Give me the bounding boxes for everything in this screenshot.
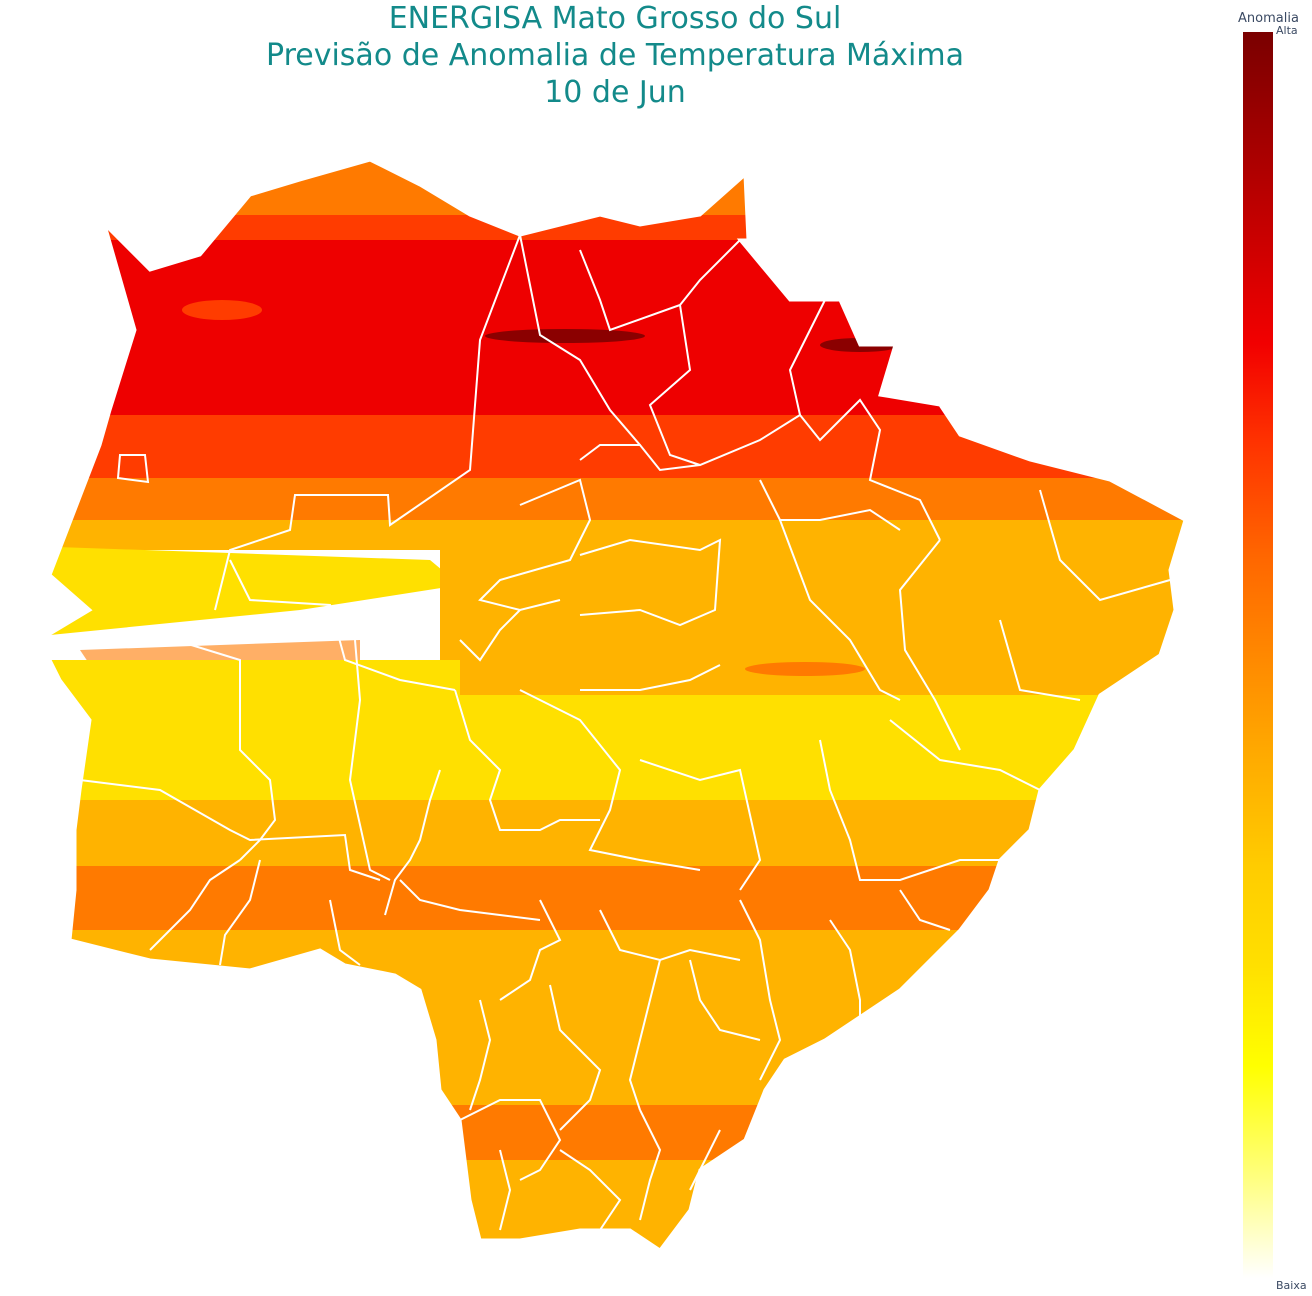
border-line: [628, 959, 661, 1111]
border-line: [639, 759, 762, 891]
border-line: [799, 398, 941, 541]
border-line: [384, 769, 441, 916]
border-line: [1039, 489, 1171, 602]
border-line: [889, 719, 1041, 791]
legend-low-label: Baixa: [1276, 1279, 1307, 1292]
band-orange-south: [40, 866, 1185, 936]
border-line: [329, 899, 361, 966]
border-line: [499, 1149, 512, 1231]
border-line: [559, 1149, 622, 1231]
band-yellow-west: [40, 545, 460, 640]
band-amber-3: [40, 800, 1185, 870]
border-line: [149, 859, 241, 951]
band-yellow: [40, 695, 1185, 805]
warm-spot-center: [745, 662, 865, 676]
border-line: [779, 519, 901, 701]
legend-title: Anomalia: [1238, 11, 1299, 26]
border-line: [639, 1109, 662, 1221]
border-line: [689, 959, 761, 1041]
band-yellow-west-2: [40, 660, 460, 700]
hot-spot-west: [485, 329, 645, 343]
title-line-1: ENERGISA Mato Grosso do Sul: [388, 1, 842, 36]
band-orange-far-south: [40, 1105, 1185, 1165]
border-line: [459, 1099, 562, 1181]
border-line: [519, 234, 641, 446]
border-line: [579, 538, 722, 627]
map-title: ENERGISA Mato Grosso do Sul Previsão de …: [0, 0, 1230, 111]
border-line: [519, 689, 701, 871]
border-line: [116, 454, 150, 484]
border-line: [759, 479, 901, 531]
border-line: [819, 739, 1000, 881]
border-line: [399, 879, 541, 921]
legend-high-label: Alta: [1276, 24, 1298, 37]
title-line-2: Previsão de Anomalia de Temperatura Máxi…: [266, 38, 964, 73]
border-line: [79, 779, 381, 881]
band-orange: [40, 478, 1185, 523]
border-line: [469, 999, 492, 1111]
border-line: [899, 889, 951, 931]
band-red: [40, 240, 1185, 420]
border-line: [499, 899, 562, 1001]
border-line: [478, 478, 592, 612]
border-line: [219, 859, 261, 966]
municipality-borders: [79, 234, 1171, 1231]
border-line: [214, 234, 521, 611]
border-line: [348, 639, 391, 881]
border-line: [579, 444, 701, 472]
border-line: [579, 239, 741, 332]
state-map[interactable]: [0, 0, 1230, 1296]
warm-spot-northwest: [182, 300, 262, 320]
border-line: [549, 984, 602, 1131]
border-line: [580, 664, 721, 691]
band-orange-red: [40, 415, 1185, 480]
anomaly-bands: [40, 160, 1185, 1250]
title-line-3: 10 de Jun: [544, 75, 686, 110]
border-line: [999, 619, 1081, 701]
band-amber-5: [40, 1160, 1185, 1250]
border-line: [454, 689, 600, 831]
color-scale-bar: [1243, 32, 1273, 1278]
border-line: [739, 899, 782, 1081]
band-amber-4: [40, 930, 1185, 1110]
border-line: [829, 919, 861, 1040]
border-line: [459, 609, 521, 662]
border-line: [898, 539, 961, 751]
border-line: [229, 559, 456, 691]
